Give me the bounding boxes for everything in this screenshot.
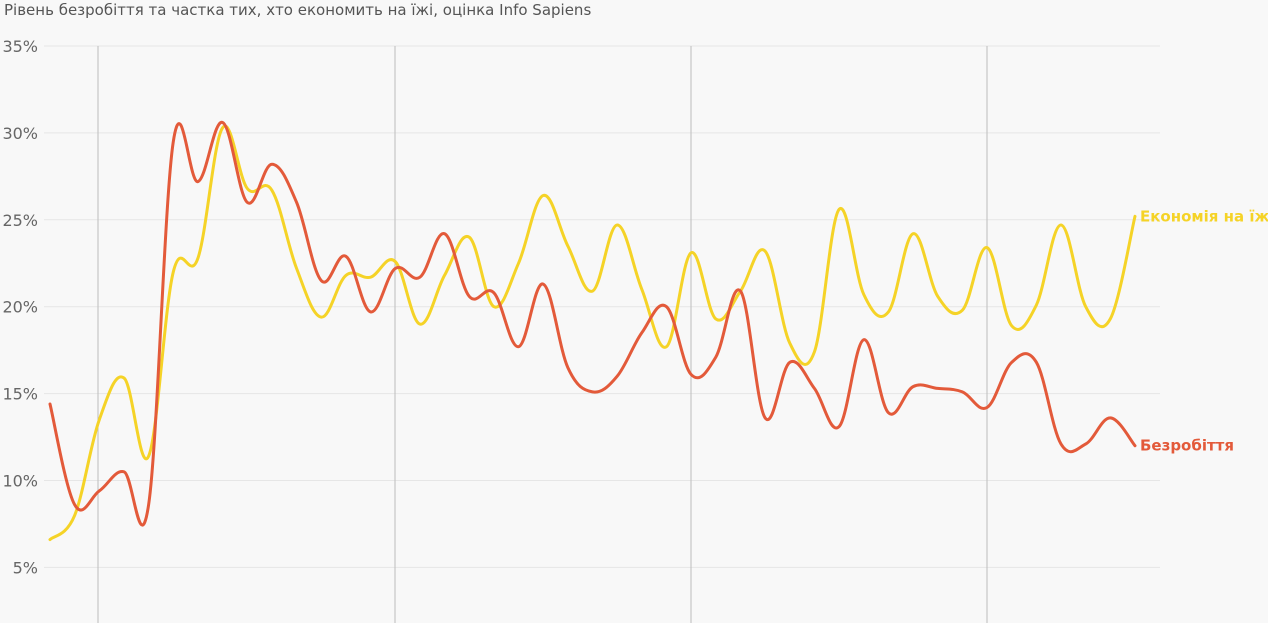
y-tick-label: 30% [2, 124, 38, 143]
series-labels: Економія на їжі Безробіття [1140, 207, 1268, 454]
chart-title: Рівень безробіття та частка тих, хто еко… [4, 1, 591, 19]
y-tick-label: 5% [13, 558, 38, 577]
y-axis: 5% 10% 15% 20% 25% 30% 35% [2, 37, 38, 577]
y-tick-label: 10% [2, 472, 38, 491]
series-lines [48, 120, 1137, 542]
y-tick-label: 15% [2, 385, 38, 404]
gridlines [44, 45, 1160, 568]
series-line-0 [48, 124, 1137, 542]
period-dividers [97, 46, 988, 623]
series-label-0: Економія на їжі [1140, 207, 1268, 225]
y-tick-label: 25% [2, 211, 38, 230]
y-tick-label: 20% [2, 298, 38, 317]
series-label-1: Безробіття [1140, 437, 1234, 455]
series-line-1 [48, 120, 1137, 527]
y-tick-label: 35% [2, 37, 38, 56]
